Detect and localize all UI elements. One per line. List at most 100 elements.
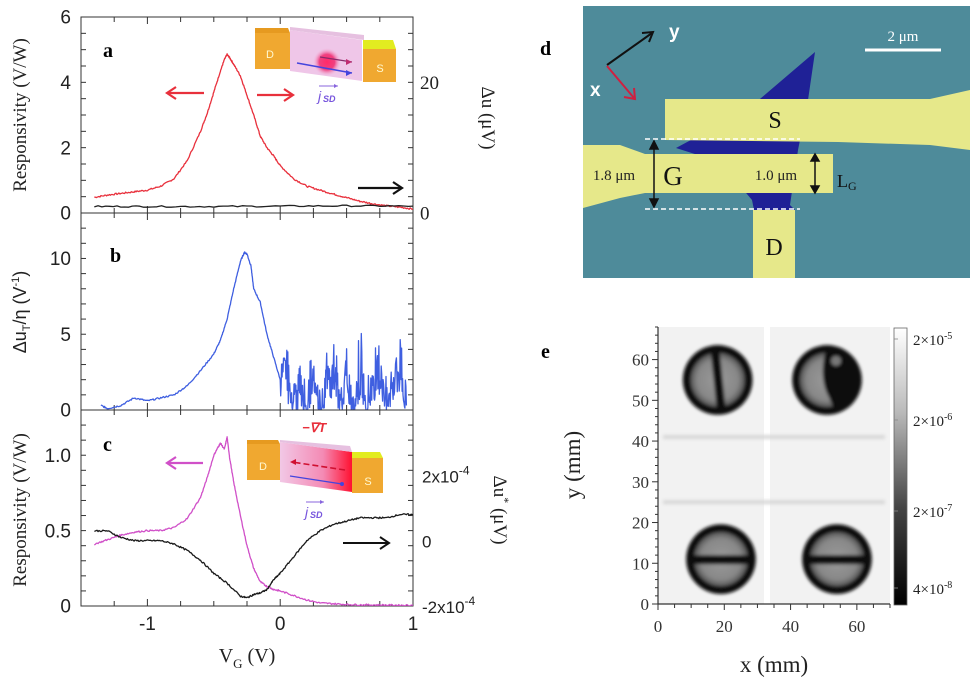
right-axis-arrow-icon: [257, 88, 295, 102]
panel-c: c 0 0.5 1.0 -2x10-4 0 2x10-4 -1 0 1 Responsivi…: [10, 409, 512, 671]
panel-a-label: a: [103, 40, 113, 62]
sample-disk: [792, 345, 862, 415]
gate-length-arrow-icon: [809, 152, 821, 195]
drain-pad: [247, 444, 280, 480]
x-tick-label: -1: [139, 614, 156, 635]
x-axis-label: x: [590, 80, 601, 101]
colorbar: [893, 327, 908, 606]
y-tick-label: -2x10-4: [422, 594, 476, 617]
y-tick-label: 0: [641, 595, 650, 614]
series-line-ut: [100, 251, 408, 410]
x-axis-arrow-icon: [606, 65, 637, 101]
source-label: S: [376, 63, 383, 75]
gate-width-arrow-icon: [648, 139, 660, 209]
panel-c-series: [93, 436, 413, 606]
right-axis-arrow-icon-black: [358, 181, 404, 195]
gate-electrode: [583, 145, 833, 208]
y-axis-label: y: [669, 22, 680, 43]
panel-c-frame: [80, 409, 414, 607]
gate-width-label: 1.8 μm: [593, 168, 636, 184]
panel-a: a 0 2 4 6 0 20 Responsivity (V/W) Δu (μV) D: [10, 8, 498, 225]
svg-text:j: j: [316, 88, 322, 104]
colorbar-labels: 2×10-5 2×10-6 2×10-7 4×10-8: [894, 331, 952, 598]
drain-pad: [255, 33, 290, 69]
panel-b-ticks: [81, 213, 413, 410]
scale-bar-label: 2 μm: [888, 29, 919, 45]
disk-spot: [831, 355, 842, 366]
y-tick-label: 30: [632, 473, 649, 492]
panel-a-series: [94, 53, 413, 210]
panel-e: e 0 10 20 30 40 50 60 0 20 40 60 y (mm) x (mm) 2×…: [541, 326, 952, 677]
source-pad: [352, 458, 383, 493]
y-tick-label: 2x10-4: [422, 463, 470, 486]
heatmap: [663, 345, 885, 594]
hotspot-icon: [313, 48, 341, 76]
y-tick-label: 20: [632, 514, 649, 533]
x-tick-label: 60: [848, 617, 865, 636]
series-line-responsivity: [93, 436, 413, 606]
y-tick-label: 50: [632, 391, 649, 410]
panel-e-ylabel: y (mm): [560, 431, 585, 499]
current-arrow-icon: [296, 62, 353, 74]
panel-a-ylabel-right: Δu (μV): [477, 86, 498, 149]
y-tick-label: 0: [420, 204, 430, 225]
panel-a-device-inset: D S j SD: [255, 27, 396, 104]
gate-electrode-label: G: [663, 161, 683, 191]
panel-b-ytick-labels: 0 5 10: [50, 249, 71, 422]
svg-text:j: j: [303, 504, 309, 520]
x-tick-label: 0: [275, 614, 286, 635]
current-density-label: j SD: [316, 84, 338, 104]
source-label: S: [364, 476, 371, 488]
panel-a-ylabel: Responsivity (V/W): [10, 38, 31, 192]
current-density-label: j SD: [303, 500, 324, 520]
panel-e-label: e: [541, 341, 550, 363]
panel-a-ytick-labels-right: 0 20: [420, 73, 439, 225]
noise-band: [663, 434, 885, 439]
panel-e-ticks: [652, 326, 891, 610]
drain-electrode-label: D: [765, 235, 782, 261]
gate-length-label: 1.0 μm: [755, 168, 798, 184]
sample-disk: [686, 524, 756, 594]
colorbar-label: 2×10-5: [913, 331, 952, 349]
svg-text:SD: SD: [323, 94, 336, 104]
series-line-responsivity: [94, 53, 413, 210]
y-tick-label: 4: [60, 73, 71, 94]
colorbar-label: 2×10-7: [913, 503, 952, 521]
panel-a-ticks: [81, 17, 413, 213]
y-tick-label: 1.0: [45, 446, 71, 467]
left-axis-arrow-icon: [165, 86, 204, 100]
source-electrode: [665, 90, 970, 150]
panel-c-xlabel: VG (V): [219, 645, 276, 671]
sample-disk: [682, 345, 753, 415]
temperature-gradient-label: −∇T: [302, 420, 327, 435]
panel-b-series: [100, 251, 408, 410]
drain-electrode: [753, 210, 795, 278]
y-tick-label: 40: [632, 432, 649, 451]
sample-disk: [802, 524, 872, 594]
disk-bar: [693, 555, 749, 565]
series-line-u: [94, 513, 413, 599]
panel-e-xtick-labels: 0 20 40 60: [654, 617, 866, 636]
lg-label: LG: [837, 171, 857, 193]
x-tick-label: 20: [716, 617, 733, 636]
panel-d: d S G D 1.8 μm 1.0 μm LG y: [540, 6, 970, 278]
y-tick-label: 0: [60, 597, 71, 618]
panel-b-label: b: [110, 245, 121, 267]
panel-b: b 0 5 10 ΔuT/η (V-1): [10, 212, 414, 422]
y-tick-label: 0: [60, 401, 71, 422]
panel-a-ytick-labels: 0 2 4 6: [60, 8, 71, 225]
panel-e-xlabel: x (mm): [740, 652, 808, 677]
y-tick-label: 10: [50, 249, 71, 270]
disk-bar: [809, 555, 865, 565]
y-tick-label: 0: [422, 533, 431, 552]
drain-label: D: [259, 461, 267, 473]
panel-c-ytick-labels-right: -2x10-4 0 2x10-4: [422, 463, 476, 617]
drain-label: D: [266, 49, 274, 61]
colorbar-label: 2×10-6: [913, 412, 952, 430]
y-tick-label: 0: [60, 204, 71, 225]
panel-c-ylabel: Responsivity (V/W): [10, 433, 31, 587]
y-tick-label: 5: [60, 325, 71, 346]
colorbar-label: 4×10-8: [913, 580, 952, 598]
panel-c-ytick-labels: 0 0.5 1.0: [45, 446, 71, 618]
